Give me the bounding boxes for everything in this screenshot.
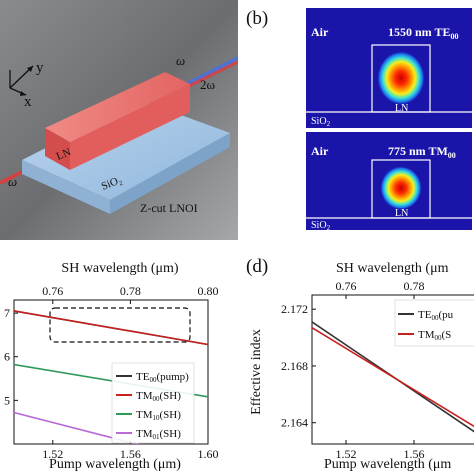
bottom-axis-label: Pump wavelength (μm — [324, 457, 451, 472]
bottom-tick-label: 1.56 — [404, 447, 425, 461]
sio2-slab-side — [110, 133, 230, 214]
top-tick-label: 0.78 — [120, 284, 141, 298]
bottom-tick-label: 1.52 — [336, 447, 357, 461]
ln-label: LN — [395, 103, 408, 114]
top-tick-label: 0.76 — [336, 279, 357, 293]
mode-profile-tm00: Air 775 nm TM00 LN SiO2 — [306, 132, 472, 232]
top-tick-label: 0.80 — [198, 284, 219, 298]
legend-entry: TM00(SH) — [136, 390, 181, 403]
ln-label: LN — [395, 208, 408, 219]
pump-output-beam — [184, 60, 238, 90]
legend — [394, 299, 474, 347]
highlight-box — [49, 307, 191, 343]
omega-input-label: ω — [8, 174, 17, 189]
sio2-label: SiO2 — [311, 220, 331, 232]
ln-label: LN — [55, 146, 73, 163]
left-tick-label: 2.172 — [281, 302, 308, 316]
mode-profile-te00: Air 1550 nm TE00 LN SiO2 — [306, 8, 472, 128]
left-tick-label: 2.164 — [281, 416, 308, 430]
panel-c-dispersion-chart: SH wavelength (μm) Pump wavelength (μm) … — [0, 240, 238, 474]
ln-ridge-front — [45, 128, 70, 170]
left-tick-label: 2.168 — [281, 359, 308, 373]
chart-d: (d) SH wavelength (μm Pump wavelength (μ… — [246, 256, 474, 472]
top-tick-label: 0.76 — [42, 284, 63, 298]
ln-ridge-top — [45, 72, 190, 142]
panel-b-label: (b) — [246, 8, 268, 29]
omega-output-label: ω — [176, 53, 185, 68]
bottom-tick-label: 1.56 — [120, 447, 141, 461]
series-line-TM00(SH) — [14, 310, 208, 346]
left-tick-label: 6 — [4, 350, 10, 364]
ln-ridge-side — [70, 84, 190, 170]
device-illustration: y x ω 2ω ω LN SiO₂ Z-cut LNOI — [0, 0, 238, 240]
legend-entry: TM00(S — [418, 329, 451, 342]
axis-y-label: y — [36, 60, 44, 76]
air-label: Air — [311, 25, 329, 39]
lnoi-caption: Z-cut LNOI — [140, 201, 198, 215]
series-group — [312, 321, 474, 433]
two-omega-label: 2ω — [200, 77, 216, 92]
mode-title: 775 nm TM00 — [388, 144, 456, 160]
bottom-axis-label: Pump wavelength (μm) — [49, 457, 181, 472]
sio2-slab-top — [22, 100, 230, 200]
top-axis-label: SH wavelength (μm — [336, 261, 449, 276]
bottom-tick-label: 1.60 — [198, 447, 219, 461]
axis-glyph — [9, 65, 34, 96]
left-tick-label: 7 — [4, 306, 10, 320]
plot-frame — [13, 299, 209, 445]
mode-profiles: (b) Air 1550 nm TE00 LN SiO2 Air 775 nm … — [246, 8, 472, 232]
panel-b-mode-profiles: (b) Air 1550 nm TE00 LN SiO2 Air 775 nm … — [238, 0, 474, 240]
series-line-TM00(SH) — [312, 326, 474, 428]
legend-entry: TM01(SH) — [136, 428, 181, 441]
top-tick-label: 0.78 — [404, 279, 425, 293]
top-axis-label: SH wavelength (μm) — [61, 261, 178, 276]
panel-d-label: (d) — [246, 256, 268, 277]
panel-a-device-schematic: y x ω 2ω ω LN SiO₂ Z-cut LNOI — [0, 0, 238, 240]
mode-title: 1550 nm TE00 — [388, 25, 458, 41]
plot-frame — [311, 294, 474, 445]
y-axis-label: Effective index — [249, 329, 264, 415]
chart-c: SH wavelength (μm) Pump wavelength (μm) … — [4, 261, 219, 472]
panel-d-effective-index-chart: (d) SH wavelength (μm Pump wavelength (μ… — [238, 240, 474, 474]
left-tick-label: 5 — [4, 393, 10, 407]
axis-x-label: x — [24, 94, 32, 110]
sh-output-beam — [184, 56, 238, 87]
air-label: Air — [311, 144, 329, 158]
legend-entry: TE00(pump) — [136, 371, 189, 384]
sio2-slab-front — [22, 160, 110, 214]
sio2-label: SiO2 — [311, 116, 331, 128]
legend-entry: TE00(pu — [418, 309, 454, 322]
bottom-tick-label: 1.52 — [42, 447, 63, 461]
legend-entry: TM10(SH) — [136, 409, 181, 422]
